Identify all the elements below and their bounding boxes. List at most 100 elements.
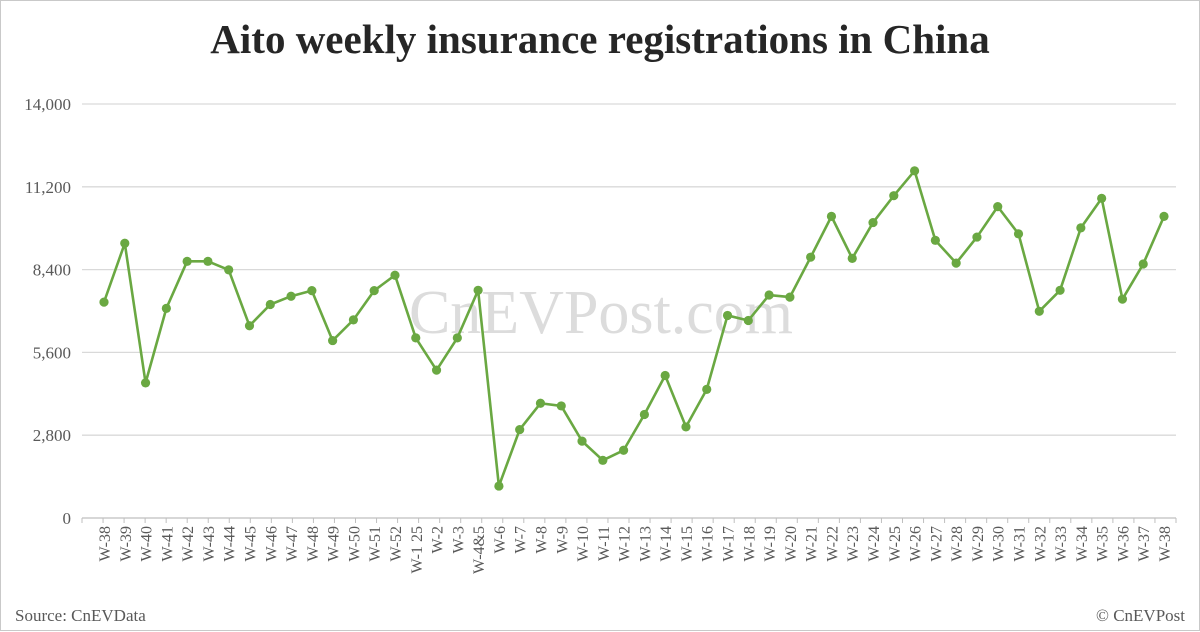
x-tick-label: W-13	[637, 526, 654, 562]
x-tick-label: W-34	[1074, 526, 1091, 562]
x-tick-label: W-40	[139, 526, 156, 562]
data-point	[660, 370, 670, 381]
data-point	[328, 335, 338, 346]
x-tick-label: W-38	[97, 526, 114, 562]
data-point	[847, 253, 857, 263]
x-tick-label: W-6	[492, 526, 509, 554]
x-tick-label: W-35	[1095, 526, 1112, 562]
x-tick-label: W-16	[700, 526, 717, 562]
x-tick-label: W-10	[575, 526, 592, 562]
data-point	[1117, 294, 1128, 304]
x-tick-label: W-4&5	[471, 526, 488, 574]
data-point	[1076, 223, 1086, 233]
data-point	[826, 211, 837, 221]
data-point	[182, 256, 192, 266]
y-tick-label: 8,400	[33, 261, 71, 280]
x-tick-label: W-26	[908, 526, 925, 562]
y-tick-label: 11,200	[25, 178, 71, 197]
x-tick-label: W-43	[201, 526, 218, 562]
x-tick-label: W-8	[533, 526, 550, 554]
data-point	[431, 365, 442, 375]
chart-title: Aito weekly insurance registrations in C…	[210, 16, 990, 62]
data-point	[348, 315, 359, 325]
data-point	[286, 291, 296, 301]
data-point	[972, 232, 982, 242]
x-tick-label: W-21	[804, 526, 821, 562]
x-tick-label: W-42	[180, 526, 197, 562]
data-point	[722, 310, 733, 321]
watermark: CnEVPost.com	[409, 279, 793, 347]
x-tick-label: W-52	[388, 526, 405, 562]
data-point	[702, 384, 712, 394]
data-point	[369, 285, 379, 296]
data-point	[244, 321, 255, 331]
x-tick-label: W-24	[866, 526, 883, 562]
data-point	[473, 285, 483, 295]
data-point	[265, 299, 275, 310]
x-tick-label: W-47	[284, 526, 301, 562]
data-point	[1097, 193, 1107, 203]
data-point	[140, 378, 151, 388]
x-tick-label: W-27	[928, 526, 945, 562]
data-point	[868, 217, 878, 228]
data-point	[452, 333, 462, 343]
x-tick-label: W-48	[305, 526, 322, 562]
data-point	[1034, 306, 1044, 316]
x-tick-label: W-37	[1136, 526, 1153, 562]
x-tick-label: W-23	[845, 526, 862, 562]
data-point	[743, 315, 753, 326]
data-point	[1138, 259, 1148, 269]
x-tick-label: W-3	[450, 526, 467, 554]
data-point	[930, 235, 940, 245]
series-line	[102, 169, 1166, 488]
x-tick-label: W-17	[721, 526, 738, 562]
copyright-note: © CnEVPost	[1096, 606, 1185, 625]
x-tick-label: W-44	[222, 526, 239, 562]
data-point	[1013, 229, 1024, 239]
x-tick-label: W-9	[554, 526, 571, 554]
data-point	[99, 297, 109, 307]
data-point	[120, 238, 130, 248]
x-tick-label: W-33	[1053, 526, 1070, 562]
x-tick-label: W-32	[1032, 526, 1049, 562]
x-tick-label: W-20	[783, 526, 800, 562]
data-point	[161, 303, 171, 313]
x-tick-label: W-19	[762, 526, 779, 562]
x-tick-label: W-7	[513, 526, 530, 554]
data-point	[535, 398, 546, 408]
data-point	[598, 455, 608, 465]
data-point	[1159, 211, 1169, 221]
data-point	[806, 252, 816, 262]
x-tick-label: W-29	[970, 526, 987, 562]
source-note: Source: CnEVData	[15, 606, 146, 625]
data-point	[764, 290, 774, 300]
x-tick-label: W-25	[887, 526, 904, 562]
x-tick-label: W-28	[949, 526, 966, 562]
x-tick-label: W-1 25	[409, 526, 426, 574]
x-tick-label: W-18	[741, 526, 758, 562]
x-tick-label: W-11	[596, 526, 613, 561]
y-tick-label: 2,800	[33, 426, 71, 445]
data-point	[993, 202, 1003, 212]
x-tick-label: W-41	[159, 526, 176, 562]
data-point	[224, 265, 234, 275]
data-point	[494, 481, 504, 491]
x-tick-label: W-14	[658, 526, 675, 562]
x-tick-label: W-22	[824, 526, 841, 562]
x-tick-label: W-12	[617, 526, 634, 562]
data-point	[203, 256, 213, 266]
data-point	[639, 409, 649, 420]
y-tick-label: 0	[63, 509, 72, 528]
data-point	[577, 436, 587, 446]
y-tick-label: 5,600	[33, 343, 71, 362]
x-tick-label: W-49	[326, 526, 343, 562]
data-point	[411, 333, 421, 343]
data-point	[556, 401, 566, 411]
data-point	[909, 166, 920, 176]
x-tick-label: W-2	[430, 526, 447, 554]
data-point	[889, 191, 899, 201]
x-tick-label: W-45	[242, 526, 259, 562]
data-point	[619, 445, 629, 455]
